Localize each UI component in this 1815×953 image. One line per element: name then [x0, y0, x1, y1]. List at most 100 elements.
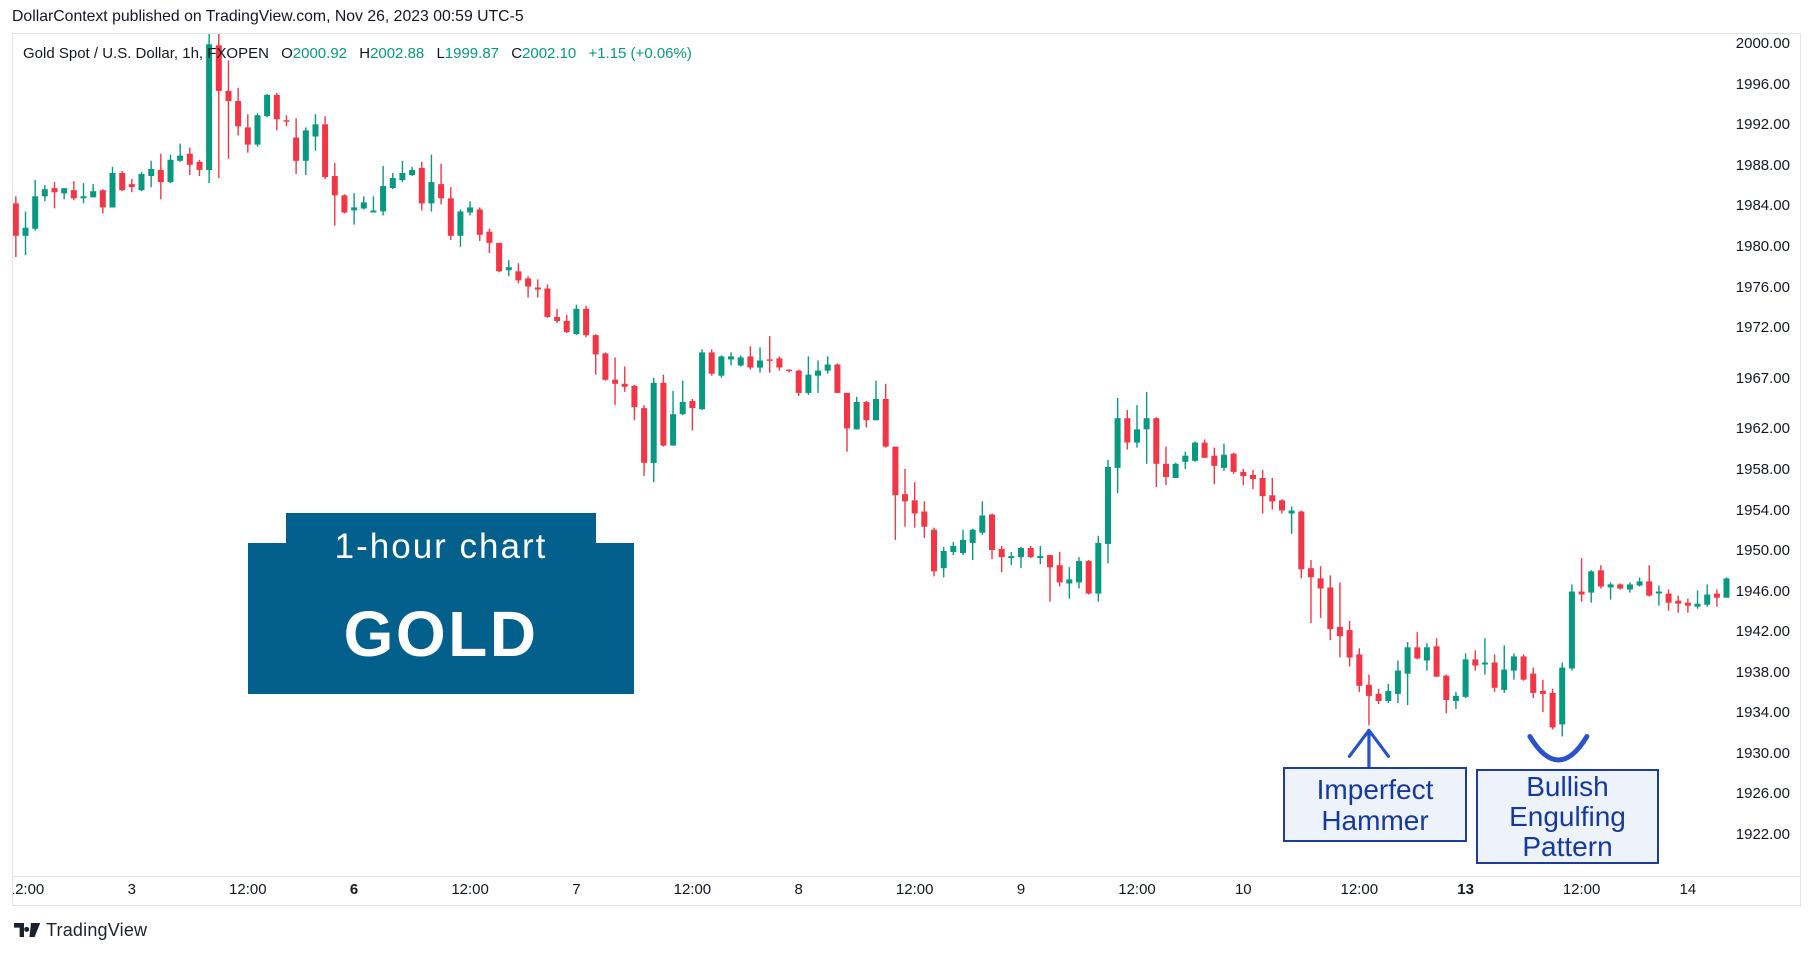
candle-body [447, 198, 454, 236]
candle-body [1250, 475, 1256, 480]
candle-body [940, 551, 947, 569]
time-axis: 12:00 3 12:00 6 12:00 7 12:00 8 12:00 9 12:00 10 12:… [13, 878, 1800, 904]
candle-body [1559, 667, 1566, 725]
chart-legend: Gold Spot / U.S. Dollar, 1h, FXOPEN O200… [23, 45, 692, 63]
candle-body [544, 288, 551, 317]
candle-body [1636, 581, 1643, 586]
candle-body [583, 308, 590, 336]
candle-body [1472, 659, 1479, 666]
candle-body [989, 514, 995, 550]
candle-body [911, 500, 918, 514]
candle-body [254, 115, 261, 145]
candle-body [1394, 670, 1401, 694]
price-axis-label: 1950.00 [1735, 542, 1790, 559]
tradingview-logo-icon[interactable] [14, 922, 40, 938]
candle-body [1124, 418, 1131, 443]
candle-body [370, 210, 377, 213]
candle-body [1105, 466, 1111, 544]
candle-body [757, 360, 763, 368]
candle-body [1520, 656, 1527, 680]
legend-low-label: L [436, 45, 445, 62]
candle-body [554, 316, 561, 321]
candle-body [1568, 591, 1575, 669]
candle-body [32, 196, 39, 229]
candle-body [950, 545, 957, 552]
candle-body [1066, 579, 1073, 584]
candle-body [863, 402, 870, 421]
candle-body [273, 94, 280, 120]
candle-body [708, 352, 715, 374]
candle-body [1539, 690, 1546, 694]
candle-body [206, 44, 213, 170]
candle-body [235, 101, 242, 127]
candle-body [351, 207, 358, 211]
candle-body [1704, 594, 1711, 605]
annotation-markers [1347, 728, 1590, 772]
candle-body [496, 242, 503, 272]
candle-body [90, 191, 97, 198]
candle-body [1163, 463, 1169, 477]
time-axis-label: 12:00 [895, 881, 934, 898]
candle-body [882, 399, 889, 447]
candle-body [1085, 561, 1092, 594]
candle-body [612, 379, 619, 384]
legend-close-label: C [511, 45, 523, 62]
candle-body [331, 176, 338, 196]
banner-top-rect [286, 513, 596, 544]
candle-body [969, 529, 976, 543]
logo-glyph-v [29, 923, 40, 937]
candle-body [660, 382, 667, 446]
candle-body [1095, 542, 1102, 594]
candle-body [979, 515, 986, 533]
candle-body [815, 370, 821, 376]
candle-body [1713, 593, 1720, 598]
candle-body [921, 511, 928, 527]
legend-close: C2002.10 [511, 45, 576, 62]
candle-body [1491, 662, 1498, 688]
candle-body [602, 353, 609, 380]
candle-body [177, 155, 184, 161]
candle-body [322, 124, 329, 177]
callout-line: Engulfing [1509, 800, 1626, 832]
candle-body [631, 385, 638, 408]
candle-body [264, 94, 271, 117]
candle-body [1114, 418, 1121, 468]
candle-body [157, 169, 164, 183]
arrow-up-icon [1347, 728, 1391, 772]
candle-body [1530, 673, 1537, 693]
candle-body [1404, 647, 1411, 674]
time-axis-label: 12:00 [229, 881, 267, 898]
legend-high-value: 2002.88 [370, 45, 425, 62]
candle-body [360, 202, 367, 209]
candle-body [244, 127, 251, 145]
candle-body [1452, 695, 1459, 701]
candle-body [1192, 442, 1198, 461]
candle-body [380, 186, 387, 212]
candle-body [1414, 647, 1421, 659]
candle-body [1230, 453, 1237, 472]
candle-body [225, 90, 232, 101]
candle-body [1047, 555, 1053, 568]
candle-body [892, 446, 899, 496]
candle-body [1240, 471, 1247, 476]
candle-body [805, 374, 812, 393]
legend-open: O2000.92 [281, 45, 347, 62]
candles-layer [13, 34, 1730, 737]
callout-imperfect-hammer: Imperfect Hammer [1283, 767, 1467, 842]
candle-body [196, 161, 203, 170]
candle-body [1501, 669, 1508, 690]
footer-brand-text[interactable]: TradingView [46, 919, 148, 940]
candle-body [834, 364, 841, 393]
candle-body [1675, 600, 1682, 604]
candle-body [573, 308, 580, 335]
candle-body [621, 383, 628, 387]
time-axis-label: 8 [794, 881, 803, 898]
candle-body [1346, 630, 1353, 658]
candle-body [215, 45, 222, 91]
price-axis-label: 1946.00 [1735, 582, 1790, 600]
time-axis-label: 12:00 [1118, 881, 1156, 898]
candle-body [786, 369, 792, 371]
candle-body [486, 231, 493, 243]
candle-body [13, 203, 19, 236]
